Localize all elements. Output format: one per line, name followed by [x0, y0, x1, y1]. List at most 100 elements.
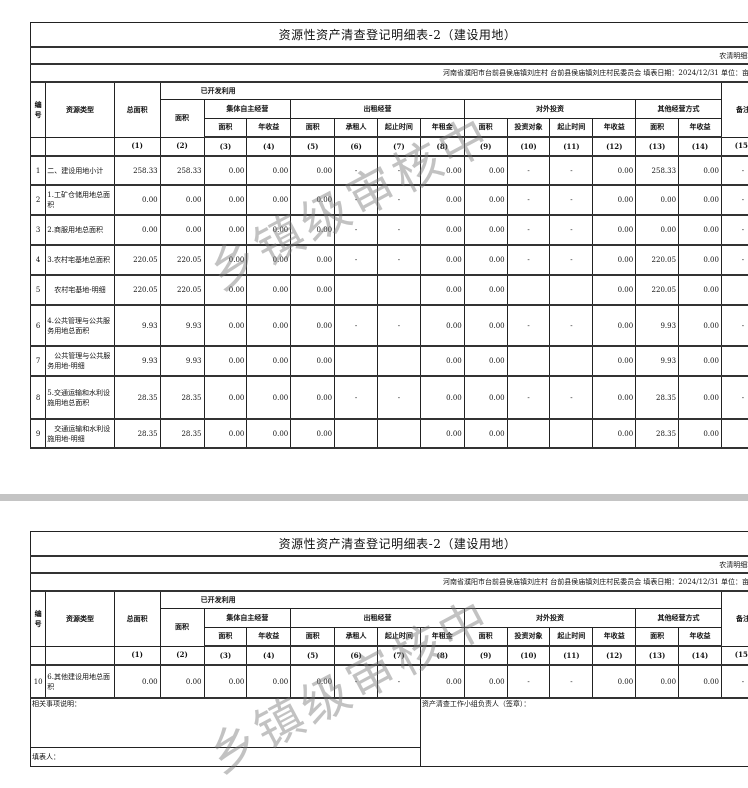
row-value: 0.00 [592, 304, 637, 347]
header-other-income: 年收益 [678, 626, 722, 647]
row-value: 0.00 [246, 418, 292, 449]
form-code: 农清明细21-2 [30, 555, 748, 574]
row-value: 0.00 [290, 155, 336, 186]
row-type: 3.农村宅基地总面积 [45, 244, 115, 276]
col-num-blank [29, 136, 47, 157]
column-number: (8) [419, 136, 465, 157]
table-row: 4 3.农村宅基地总面积 220.05 220.05 0.00 0.00 0.00- -0.0… [29, 244, 748, 276]
table-row: 6 4.公共管理与公共服务用地总面积 9.93 9.93 0.00 0.00 0.00- -0… [29, 304, 748, 347]
row-value: - [377, 184, 421, 216]
column-number: (4) [246, 136, 292, 157]
row-value: 0.00 [678, 375, 722, 420]
header-lease-period: 起止时间 [377, 626, 421, 647]
header-lease-area: 面积 [290, 626, 336, 647]
row-value: 0.00 [419, 345, 465, 377]
asset-table-page-1: 资源性资产清查登记明细表-2（建设用地） 农清明细21-2 河南省濮阳市台前县侯… [29, 22, 748, 449]
row-value: 0.00 [463, 664, 508, 699]
row-value: 220.05 [635, 244, 680, 276]
row-type: 2.商服用地总面积 [45, 214, 115, 246]
row-value: 0.00 [159, 664, 205, 699]
column-number: (14) [678, 645, 722, 666]
row-value: - [334, 375, 378, 420]
header-type: 资源类型 [45, 590, 115, 647]
row-value: 0.00 [290, 244, 336, 276]
row-value: 0.00 [678, 184, 722, 216]
row-type: 交通运输和水利设施用地-明细 [45, 418, 115, 449]
header-invest-period: 起止时间 [549, 117, 594, 138]
row-value: 0.00 [678, 274, 722, 306]
row-value: 0.00 [203, 418, 248, 449]
row-value: 0.00 [246, 214, 292, 246]
row-value: 0.00 [203, 214, 248, 246]
row-value: 28.35 [159, 375, 205, 420]
row-value: 0.00 [419, 304, 465, 347]
row-no: 3 [29, 214, 47, 246]
row-value: - [506, 664, 551, 699]
page-2: 资源性资产清查登记明细表-2（建设用地） 农清明细21-2 河南省濮阳市台前县侯… [0, 501, 748, 788]
row-value: 0.00 [678, 155, 722, 186]
row-value: 28.35 [635, 418, 680, 449]
header-area: 面积 [159, 98, 205, 138]
row-value [549, 345, 594, 377]
row-value: 0.00 [592, 418, 637, 449]
row-value: - [506, 244, 551, 276]
header-remark: 备注 [720, 81, 748, 138]
row-value: 0.00 [463, 304, 508, 347]
row-value: - [377, 155, 421, 186]
row-no: 10 [29, 664, 47, 699]
row-value: - [334, 304, 378, 347]
column-number: (13) [635, 645, 680, 666]
header-invest: 对外投资 [463, 98, 637, 119]
row-value: 0.00 [290, 304, 336, 347]
row-value: - [334, 244, 378, 276]
row-value [506, 418, 551, 449]
row-value: 0.00 [203, 244, 248, 276]
column-number: (10) [506, 136, 551, 157]
header-total-area: 总面积 [113, 590, 161, 647]
row-value: 0.00 [419, 184, 465, 216]
header-self-run: 集体自主经营 [203, 607, 292, 628]
row-no: 5 [29, 274, 47, 306]
row-value: 0.00 [203, 304, 248, 347]
notes-field[interactable]: 相关事项说明： [30, 697, 421, 748]
column-number: (12) [592, 645, 637, 666]
row-no: 7 [29, 345, 47, 377]
row-value: 0.00 [463, 274, 508, 306]
header-invest-target: 投资对象 [506, 626, 551, 647]
table-row: 1 二、建设用地小计 258.33 258.33 0.00 0.00 0.00- -0.00 0… [29, 155, 748, 186]
row-value: - [549, 244, 594, 276]
row-value: - [377, 304, 421, 347]
signer-field[interactable]: 资产清查工作小组负责人（签章）： [419, 697, 748, 767]
row-value: - [549, 155, 594, 186]
row-value [334, 418, 378, 449]
row-value: 0.00 [419, 375, 465, 420]
row-value: 0.00 [678, 244, 722, 276]
column-number: (2) [159, 136, 205, 157]
row-value: - [720, 664, 748, 699]
row-type: 农村宅基地-明细 [45, 274, 115, 306]
column-number: (3) [203, 645, 248, 666]
row-no: 2 [29, 184, 47, 216]
row-value: 28.35 [159, 418, 205, 449]
row-value: 0.00 [635, 184, 680, 216]
row-value: 0.00 [419, 155, 465, 186]
row-value: - [334, 184, 378, 216]
col-num-blank [45, 136, 115, 157]
table-row: 7 公共管理与公共服务用地-明细 9.93 9.93 0.00 0.00 0.00 0.00… [29, 345, 748, 377]
header-remark: 备注 [720, 590, 748, 647]
row-value [549, 274, 594, 306]
column-number: (3) [203, 136, 248, 157]
table-row: 10 6.其他建设用地总面积 0.00 0.00 0.00 0.00 0.00- -0.00 0… [29, 664, 748, 699]
column-number: (6) [334, 645, 378, 666]
row-value: 0.00 [678, 345, 722, 377]
row-value: 0.00 [290, 184, 336, 216]
filler-field[interactable]: 填表人： [30, 746, 421, 767]
header-no: 编号 [29, 590, 47, 647]
row-value: 0.00 [159, 214, 205, 246]
row-value: 0.00 [246, 274, 292, 306]
row-value [377, 418, 421, 449]
row-value: 9.93 [635, 345, 680, 377]
row-value: - [549, 375, 594, 420]
row-value: 9.93 [113, 345, 161, 377]
header-invest-period: 起止时间 [549, 626, 594, 647]
